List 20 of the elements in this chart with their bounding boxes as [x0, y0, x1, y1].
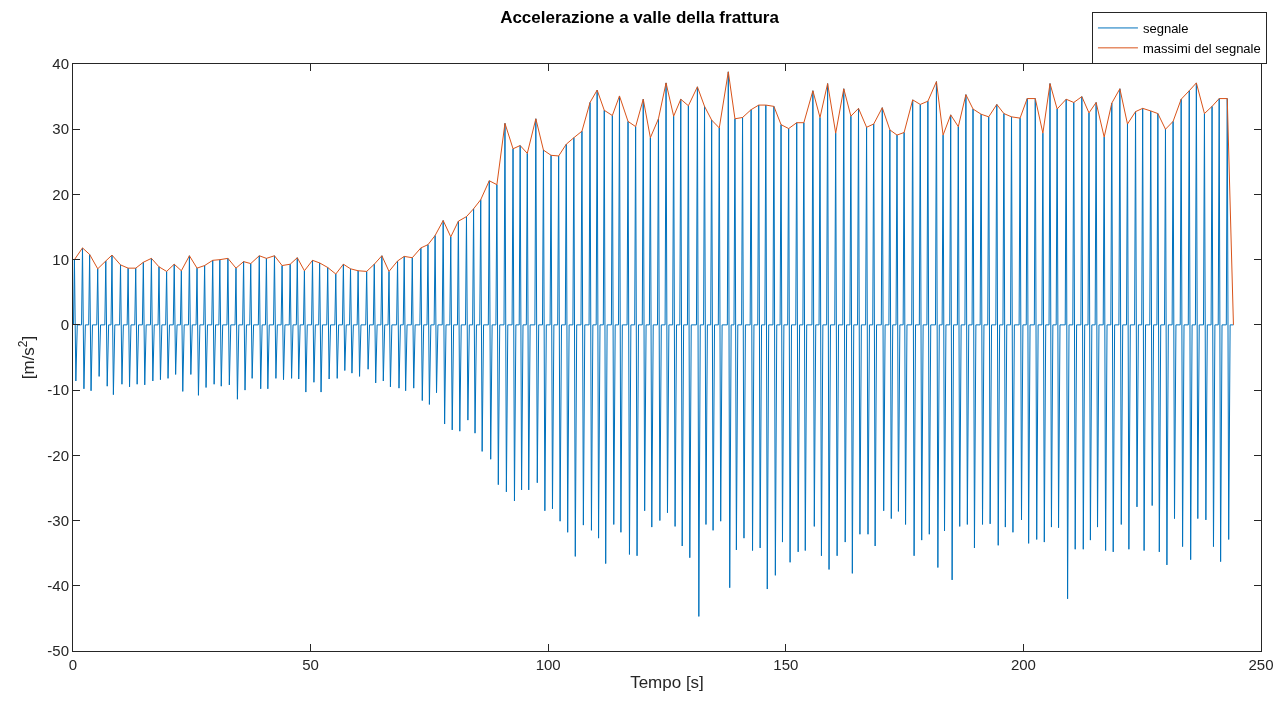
chart-title: Accelerazione a valle della frattura [500, 7, 780, 27]
line-series [73, 71, 1234, 326]
x-tick-label: 100 [535, 656, 561, 673]
y-tick-label: -10 [47, 381, 69, 399]
x-tick-label: 250 [1248, 656, 1274, 673]
x-tick-label: 150 [773, 656, 799, 673]
x-axis-title: Tempo [s] [630, 673, 704, 693]
legend-label: segnale [1142, 21, 1189, 37]
y-tick-label: 30 [52, 120, 69, 138]
y-tick-label: -50 [47, 642, 69, 660]
x-tick-label: 200 [1010, 656, 1036, 673]
x-tick-label: 50 [302, 656, 319, 673]
y-tick-label: 0 [60, 316, 69, 334]
y-tick-label: -30 [47, 511, 69, 529]
y-tick-label: -40 [47, 577, 69, 595]
legend-label: massimi del segnale [1142, 40, 1261, 56]
y-tick-label: -20 [47, 446, 69, 464]
y-tick-label: 20 [52, 185, 69, 203]
y-tick-label: 10 [52, 250, 69, 268]
y-tick-label: 40 [52, 55, 69, 73]
